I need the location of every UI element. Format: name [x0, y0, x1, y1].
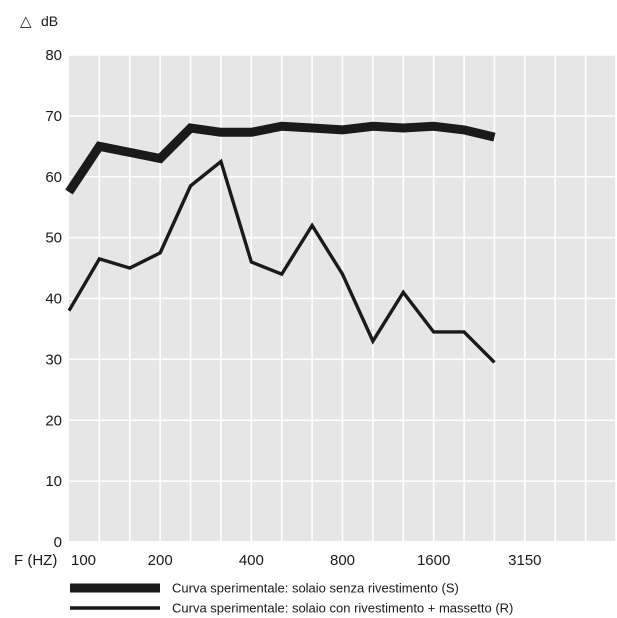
x-tick-label: 100 [71, 552, 96, 569]
x-axis: 100 200 400 800 1600 3150 [71, 552, 542, 569]
x-tick-label: 200 [148, 552, 173, 569]
grid [69, 54, 617, 543]
x-tick-label: 400 [239, 552, 264, 569]
x-tick-label: 800 [330, 552, 355, 569]
y-tick-label: 0 [54, 534, 62, 551]
y-tick-label: 50 [45, 230, 62, 247]
series-line-s [65, 121, 496, 195]
legend: Curva sperimentale: solaio senza rivesti… [70, 581, 513, 616]
x-tick-label: 3150 [508, 552, 541, 569]
legend-label: Curva sperimentale: solaio con rivestime… [172, 601, 513, 616]
series-lines [65, 121, 496, 364]
series-line-r [67, 158, 496, 364]
y-tick-label: 60 [45, 169, 62, 186]
y-tick-label: 10 [45, 473, 62, 490]
y-axis-delta-symbol: △ [20, 13, 32, 30]
y-tick-label: 30 [45, 351, 62, 368]
legend-label: Curva sperimentale: solaio senza rivesti… [172, 581, 459, 596]
y-tick-label: 70 [45, 108, 62, 125]
y-axis: 0 10 20 30 40 50 60 70 80 [45, 47, 62, 551]
y-tick-label: 20 [45, 412, 62, 429]
y-tick-label: 80 [45, 47, 62, 64]
x-axis-label: F (HZ) [14, 552, 57, 569]
x-tick-label: 1600 [417, 552, 450, 569]
y-tick-label: 40 [45, 291, 62, 308]
y-axis-label: dB [41, 13, 58, 29]
